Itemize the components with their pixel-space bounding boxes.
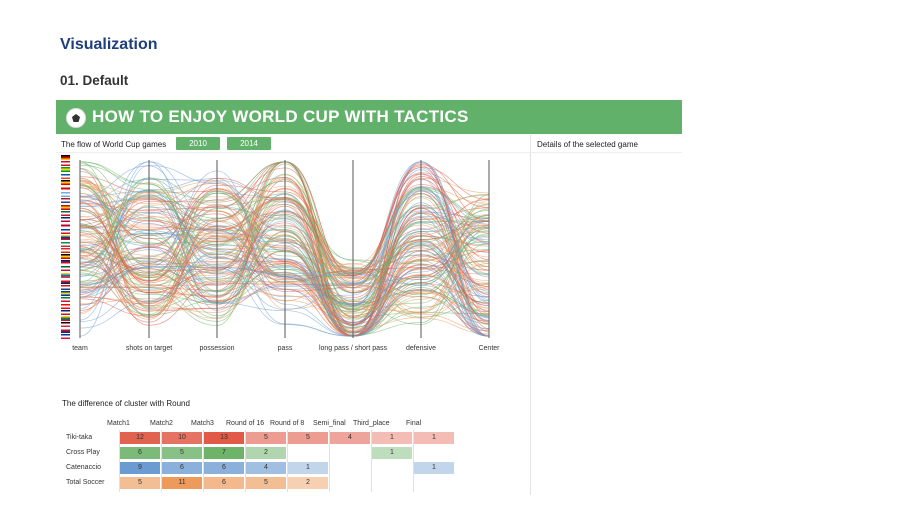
cluster-cell[interactable]: 9 [120, 462, 160, 474]
year-2010-button[interactable]: 2010 [176, 137, 220, 150]
team-flag[interactable] [61, 297, 70, 303]
page-subheading: 01. Default [60, 73, 129, 88]
team-flag[interactable] [61, 235, 70, 241]
axis-label: long pass / short pass [319, 345, 388, 352]
cluster-cell[interactable]: 6 [120, 447, 160, 459]
details-label: Details of the selected game [537, 140, 638, 149]
team-flag[interactable] [61, 198, 70, 204]
cluster-team-label: Catenaccio [66, 464, 102, 471]
cluster-cell[interactable]: 1 [414, 462, 454, 474]
team-flag[interactable] [61, 266, 70, 272]
cluster-cell[interactable]: 5 [162, 447, 202, 459]
team-flag[interactable] [61, 179, 70, 185]
team-flag[interactable] [61, 303, 70, 309]
header-divider [56, 152, 682, 153]
panel-divider [530, 135, 531, 495]
team-flag[interactable] [61, 173, 70, 179]
cluster-cell[interactable]: 1 [414, 432, 454, 444]
grid-line [413, 430, 414, 492]
team-flag[interactable] [61, 328, 70, 334]
team-flag[interactable] [61, 334, 70, 340]
grid-line [371, 430, 372, 492]
team-flag[interactable] [61, 223, 70, 229]
flow-label: The flow of World Cup games [61, 140, 167, 149]
cluster-cell[interactable]: 4 [330, 432, 370, 444]
team-flag[interactable] [61, 155, 70, 160]
team-flag[interactable] [61, 272, 70, 278]
cluster-team-label: Cross Play [66, 449, 100, 456]
team-flag[interactable] [61, 185, 70, 191]
cluster-cell[interactable]: 13 [204, 432, 244, 444]
parallel-coordinates[interactable]: team shots on target possession pass long pa… [56, 152, 526, 362]
grid-line [245, 430, 246, 492]
team-flag[interactable] [61, 322, 70, 328]
team-flag[interactable] [61, 315, 70, 321]
axis-label: pass [278, 345, 293, 352]
team-flag[interactable] [61, 204, 70, 210]
grid-line [203, 430, 204, 492]
cluster-cell[interactable]: 5 [120, 477, 160, 489]
page-heading: Visualization [60, 36, 158, 53]
soccer-ball-icon [66, 108, 86, 128]
team-flag[interactable] [61, 254, 70, 259]
axis-label: Center [478, 345, 500, 352]
round-header: Match3 [191, 420, 214, 427]
axis-label: defensive [406, 345, 436, 352]
axis-label: possession [199, 345, 234, 352]
team-flag[interactable] [61, 291, 70, 297]
team-flag[interactable] [61, 192, 70, 198]
cluster-cell[interactable]: 10 [162, 432, 202, 444]
team-flag[interactable] [61, 210, 70, 216]
cluster-cell[interactable]: 5 [246, 477, 286, 489]
team-flag[interactable] [61, 278, 70, 284]
cluster-team-label: Tiki-taka [66, 434, 93, 441]
cluster-cell[interactable]: 6 [204, 477, 244, 489]
cluster-team-label: Total Soccer [66, 479, 105, 486]
grid-line [119, 430, 120, 492]
team-flags[interactable] [61, 155, 73, 341]
year-2014-button[interactable]: 2014 [227, 137, 271, 150]
team-flag[interactable] [61, 216, 70, 222]
cluster-cell[interactable]: 2 [288, 477, 328, 489]
banner-title: HOW TO ENJOY WORLD CUP WITH TACTICS [92, 107, 469, 126]
round-header: Round of 8 [270, 420, 305, 427]
team-flag[interactable] [61, 241, 70, 247]
grid-line [329, 430, 330, 492]
team-flag[interactable] [61, 309, 70, 315]
grid-line [287, 430, 288, 492]
cluster-cell[interactable]: 1 [288, 462, 328, 474]
cluster-cell[interactable]: 11 [162, 477, 202, 489]
game-line[interactable] [79, 208, 490, 325]
team-flag[interactable] [61, 247, 70, 253]
game-line[interactable] [79, 192, 490, 313]
team-flag[interactable] [61, 260, 70, 266]
team-flag[interactable] [61, 284, 70, 290]
cluster-cell[interactable]: 5 [288, 432, 328, 444]
cluster-cell[interactable]: 7 [204, 447, 244, 459]
cluster-cell[interactable]: 5 [246, 432, 286, 444]
cluster-cell[interactable]: 1 [372, 447, 412, 459]
cluster-cell[interactable]: 4 [246, 462, 286, 474]
cluster-cell[interactable]: 1 [372, 432, 412, 444]
cluster-cell[interactable]: 6 [204, 462, 244, 474]
cluster-label: The difference of cluster with Round [62, 399, 190, 408]
team-flag[interactable] [61, 229, 70, 235]
cluster-cell[interactable]: 2 [246, 447, 286, 459]
app-banner: HOW TO ENJOY WORLD CUP WITH TACTICS [56, 100, 682, 134]
round-header: Final [406, 420, 422, 427]
axis-label: shots on target [126, 345, 172, 352]
round-header: Match1 [107, 420, 130, 427]
team-flag[interactable] [61, 161, 70, 167]
round-header: Semi_final [313, 420, 346, 427]
cluster-cell[interactable]: 12 [120, 432, 160, 444]
game-line[interactable] [79, 162, 490, 337]
team-flag[interactable] [61, 167, 70, 173]
grid-line [161, 430, 162, 492]
round-header: Match2 [150, 420, 173, 427]
round-header: Third_place [353, 420, 390, 427]
axis-label: team [72, 345, 88, 352]
cluster-cell[interactable]: 6 [162, 462, 202, 474]
round-header: Round of 16 [226, 420, 265, 427]
